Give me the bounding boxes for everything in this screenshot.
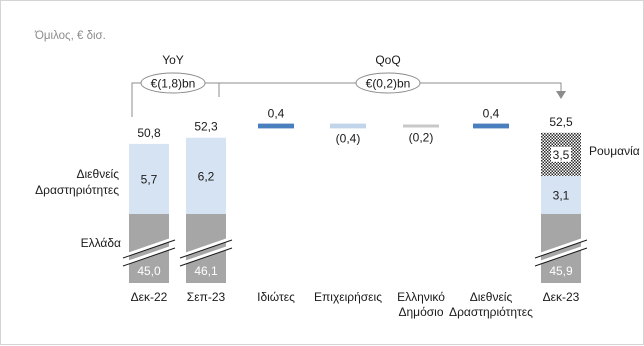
yoy-value: €(1,8)bn xyxy=(151,77,196,91)
axis-break-mask-6-0 xyxy=(534,236,588,258)
axis-break-line-1-0 xyxy=(179,239,233,259)
bar-international-label-6: 3,1 xyxy=(553,188,570,202)
qoq-arrow-head xyxy=(556,91,566,99)
bar-international-label-1: 6,2 xyxy=(198,169,215,183)
series-label-greece-0: Ελλάδα xyxy=(81,236,121,250)
series-label-international-1: Δραστηριότητες xyxy=(35,183,119,197)
total-label-1: 52,3 xyxy=(194,120,218,134)
bar-international-label-0: 5,7 xyxy=(141,172,158,186)
axis-break-line-0-0 xyxy=(122,239,176,259)
category-label-2-0: Ιδιώτες xyxy=(257,290,295,304)
qoq-bubble xyxy=(355,72,421,94)
series-label-romania-0: Ρουμανία xyxy=(589,144,640,158)
category-label-1-0: Σεπ-23 xyxy=(187,290,226,304)
qoq-title: QoQ xyxy=(375,53,400,67)
waterfall-bar-3 xyxy=(473,123,509,129)
waterfall-bar-0 xyxy=(258,123,294,129)
bar-romania-label-6: 3,5 xyxy=(553,148,570,162)
axis-break-line-1-1 xyxy=(179,247,233,267)
waterfall-bar-1 xyxy=(330,123,366,129)
axis-break-line-6-0 xyxy=(534,239,588,259)
qoq-value: €(0,2)bn xyxy=(366,77,411,91)
category-label-4-1: Δημόσιο xyxy=(398,305,443,319)
waterfall-label-2: (0,2) xyxy=(409,131,434,145)
bar-international-1 xyxy=(186,137,226,214)
total-label-0: 50,8 xyxy=(137,126,161,140)
chart-marks: 5,7 45,0 50,8 6,2 46,1 52,3 3,1 3,5 45,9 52,5 0,4 (… xyxy=(35,53,640,319)
total-label-6: 52,5 xyxy=(549,115,573,129)
waterfall-label-1: (0,4) xyxy=(336,131,361,145)
bar-international-6 xyxy=(541,175,581,214)
category-label-5-1: Δραστηριότητες xyxy=(449,305,533,319)
category-label-4-0: Ελληνικό xyxy=(397,290,445,304)
category-label-0-0: Δεκ-22 xyxy=(131,290,168,304)
yoy-title: YoY xyxy=(162,53,184,67)
qoq-bracket xyxy=(219,82,562,93)
axis-break-mask-1-1 xyxy=(179,244,233,266)
axis-break-line-6-1 xyxy=(534,247,588,267)
waterfall-bar-2 xyxy=(403,124,439,128)
waterfall-label-3: 0,4 xyxy=(483,107,500,121)
waterfall-label-0: 0,4 xyxy=(268,107,285,121)
axis-break-mask-1-0 xyxy=(179,236,233,258)
category-label-6-0: Δεκ-23 xyxy=(543,290,580,304)
axis-break-mask-6-1 xyxy=(534,244,588,266)
axis-break-mask-0-0 xyxy=(122,236,176,258)
bar-international-0 xyxy=(129,143,169,214)
bar-greece-label-0: 45,0 xyxy=(137,264,161,278)
yoy-bubble xyxy=(140,72,206,94)
category-label-5-0: Διεθνείς xyxy=(470,290,513,304)
chart-subtitle: Όμιλος, € δισ. xyxy=(34,30,106,42)
series-label-international-0: Διεθνείς xyxy=(76,167,119,181)
bar-greece-label-1: 46,1 xyxy=(194,264,218,278)
axis-break-line-0-1 xyxy=(122,247,176,267)
bar-greece-label-6: 45,9 xyxy=(549,264,573,278)
axis-break-mask-0-1 xyxy=(122,244,176,266)
bar-romania-label-bg-6 xyxy=(551,146,571,162)
category-label-3-0: Επιχειρήσεις xyxy=(314,290,382,304)
